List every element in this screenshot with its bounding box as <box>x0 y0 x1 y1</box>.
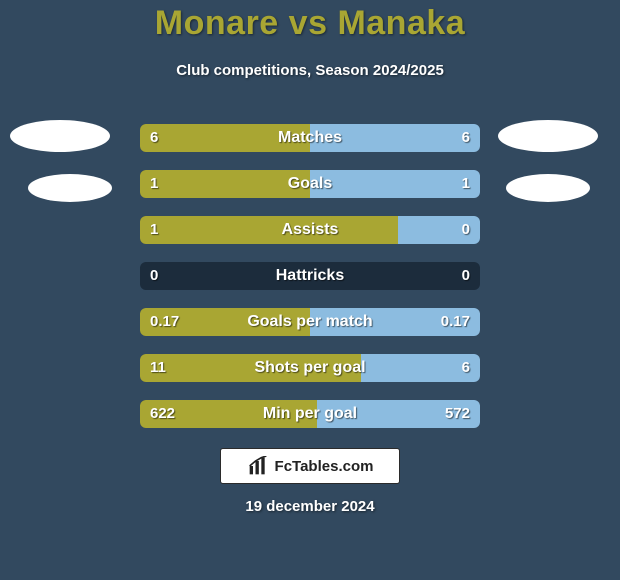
avatar-placeholder <box>10 120 110 152</box>
stat-fill-left <box>140 170 310 198</box>
stat-value-right: 6 <box>462 124 470 152</box>
stat-value-right: 572 <box>445 400 470 428</box>
stat-row: 0.170.17Goals per match <box>140 308 480 336</box>
stat-value-right: 1 <box>462 170 470 198</box>
player-left-name: Monare <box>155 4 279 42</box>
stat-value-left: 622 <box>150 400 175 428</box>
avatar-placeholder <box>498 120 598 152</box>
stat-value-right: 0 <box>462 262 470 290</box>
comparison-chart: Monare vs Manaka Club competitions, Seas… <box>0 0 620 580</box>
stat-row: 11Goals <box>140 170 480 198</box>
brand-text: FcTables.com <box>275 458 374 475</box>
chart-subtitle: Club competitions, Season 2024/2025 <box>0 62 620 79</box>
stat-fill-right <box>310 170 480 198</box>
stat-value-left: 6 <box>150 124 158 152</box>
stat-value-left: 0 <box>150 262 158 290</box>
stat-row: 622572Min per goal <box>140 400 480 428</box>
stat-fill-right <box>310 124 480 152</box>
chart-title: Monare vs Manaka <box>0 4 620 43</box>
avatar-placeholder <box>28 174 112 202</box>
brand-badge: FcTables.com <box>220 448 400 484</box>
stat-value-right: 6 <box>462 354 470 382</box>
stat-row: 66Matches <box>140 124 480 152</box>
stat-fill-left <box>140 354 361 382</box>
stat-value-left: 1 <box>150 170 158 198</box>
player-right-name: Manaka <box>337 4 465 42</box>
stat-value-left: 1 <box>150 216 158 244</box>
stat-label: Hattricks <box>140 262 480 290</box>
stat-row: 116Shots per goal <box>140 354 480 382</box>
stat-fill-left <box>140 216 398 244</box>
stat-row: 0 0Hattricks <box>140 262 480 290</box>
stat-fill-left <box>140 124 310 152</box>
stat-value-right: 0 <box>462 216 470 244</box>
title-vs: vs <box>289 4 328 42</box>
chart-icon <box>247 456 269 476</box>
stat-row: 10Assists <box>140 216 480 244</box>
avatar-placeholder <box>506 174 590 202</box>
stat-value-left: 11 <box>150 354 166 382</box>
chart-date: 19 december 2024 <box>0 498 620 515</box>
stat-value-left: 0.17 <box>150 308 179 336</box>
stat-value-right: 0.17 <box>441 308 470 336</box>
